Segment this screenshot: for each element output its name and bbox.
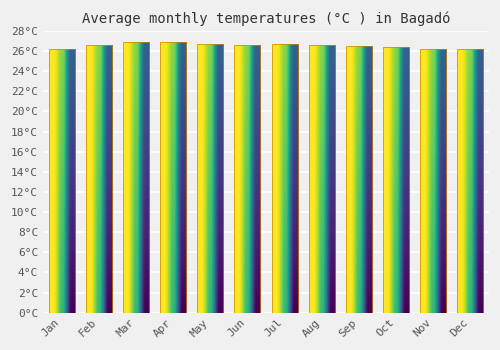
Bar <box>346 46 372 313</box>
Bar <box>197 44 223 313</box>
Bar <box>420 49 446 313</box>
Bar <box>234 45 260 313</box>
Title: Average monthly temperatures (°C ) in Bagadó: Average monthly temperatures (°C ) in Ba… <box>82 11 450 26</box>
Bar <box>383 47 409 313</box>
Bar <box>48 49 74 313</box>
Bar <box>308 45 334 313</box>
Bar <box>458 49 483 313</box>
Bar <box>86 45 112 313</box>
Bar <box>123 42 149 313</box>
Bar <box>272 44 297 313</box>
Bar <box>160 42 186 313</box>
